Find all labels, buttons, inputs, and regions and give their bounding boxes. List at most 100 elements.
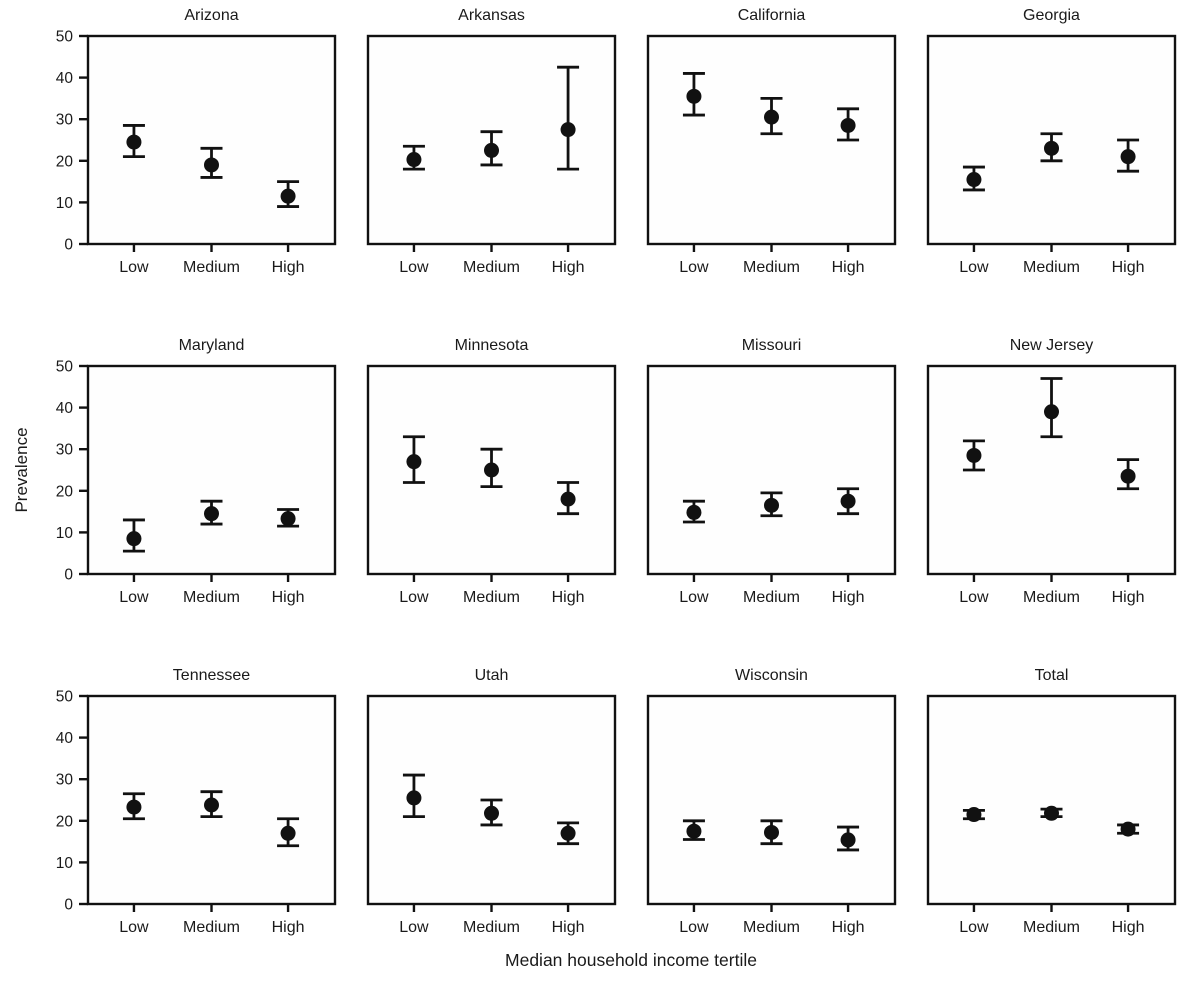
x-tick-label: Medium	[743, 919, 800, 936]
x-tick-label: Low	[679, 589, 709, 606]
y-tick-label: 40	[56, 730, 74, 747]
data-point	[560, 122, 576, 138]
data-point	[966, 447, 982, 463]
panel-chart-minnesota: Minnesota Low Medium High	[366, 337, 617, 606]
x-tick-label: Low	[399, 259, 429, 276]
x-tick-label: High	[272, 919, 305, 936]
x-tick-label: High	[832, 589, 865, 606]
panel-chart-maryland: Maryland 0 10 20 30 40 50 Low Medium High	[56, 337, 337, 606]
x-tick-label: Low	[679, 919, 709, 936]
x-tick-label: Low	[959, 259, 989, 276]
panel-chart-california: California Low Medium High	[646, 7, 897, 276]
data-point	[204, 506, 219, 522]
panel-chart-wisconsin: Wisconsin Low Medium High	[646, 667, 897, 936]
y-tick-label: 20	[56, 153, 74, 170]
data-point	[1044, 140, 1059, 156]
panel-utah: Utah Low Medium High	[345, 660, 625, 985]
data-point	[1120, 149, 1136, 165]
data-point	[840, 493, 856, 509]
x-tick-label: Low	[679, 259, 709, 276]
data-point	[966, 172, 982, 188]
x-tick-label: Low	[399, 589, 429, 606]
plot-box	[646, 364, 897, 576]
panel-chart-arkansas: Arkansas Low Medium High	[366, 7, 617, 276]
data-point	[686, 823, 702, 839]
x-tick-label: Medium	[463, 259, 520, 276]
panel-arkansas: Arkansas Low Medium High	[345, 0, 625, 330]
plot-box	[86, 34, 337, 246]
y-tick-label: 30	[56, 112, 74, 129]
x-tick-label: High	[552, 259, 585, 276]
x-tick-label: High	[832, 919, 865, 936]
panel-chart-total: Total Low Medium High	[926, 667, 1177, 936]
panel-arizona: Arizona 0 10 20 30 40 50 Low Medium High	[0, 0, 345, 330]
x-tick-label: Medium	[743, 589, 800, 606]
panel-title: California	[738, 7, 806, 24]
x-tick-label: Low	[959, 589, 989, 606]
data-point	[560, 491, 576, 507]
x-tick-label: High	[832, 259, 865, 276]
data-point	[686, 88, 702, 104]
x-tick-label: Low	[119, 259, 149, 276]
data-point	[1044, 404, 1059, 420]
panel-title: Maryland	[179, 337, 245, 354]
data-point	[764, 824, 779, 840]
x-tick-label: Medium	[183, 919, 240, 936]
y-tick-label: 50	[56, 359, 74, 376]
panel-total: Total Low Medium High	[905, 660, 1185, 985]
x-tick-label: High	[1112, 589, 1145, 606]
panel-title: Arizona	[184, 7, 238, 24]
panel-minnesota: Minnesota Low Medium High	[345, 330, 625, 660]
panel-title: Total	[1035, 667, 1069, 684]
panel-maryland: Maryland 0 10 20 30 40 50 Low Medium High	[0, 330, 345, 660]
x-tick-label: Low	[959, 919, 989, 936]
data-point	[840, 832, 856, 848]
panel-chart-tennessee: Tennessee 0 10 20 30 40 50 Low Medium High	[56, 667, 337, 936]
plot-box	[646, 694, 897, 906]
data-point	[204, 157, 219, 173]
x-tick-label: Low	[119, 919, 149, 936]
x-tick-label: High	[272, 259, 305, 276]
x-tick-label: Medium	[1023, 589, 1080, 606]
panel-title: Minnesota	[455, 337, 529, 354]
x-tick-label: Low	[119, 589, 149, 606]
y-tick-label: 10	[56, 855, 74, 872]
x-tick-label: Medium	[463, 589, 520, 606]
data-point	[406, 454, 422, 470]
panel-chart-arizona: Arizona 0 10 20 30 40 50 Low Medium High	[56, 7, 337, 276]
data-point	[686, 504, 702, 520]
panel-chart-missouri: Missouri Low Medium High	[646, 337, 897, 606]
plot-box	[926, 694, 1177, 906]
panel-tennessee: Tennessee 0 10 20 30 40 50 Low Medium High	[0, 660, 345, 985]
data-point	[1120, 821, 1136, 837]
panel-chart-utah: Utah Low Medium High	[366, 667, 617, 936]
x-tick-label: Medium	[183, 589, 240, 606]
data-point	[840, 117, 856, 133]
data-point	[764, 109, 779, 125]
data-point	[1120, 468, 1136, 484]
panel-new-jersey: New Jersey Low Medium High	[905, 330, 1185, 660]
panel-title: Georgia	[1023, 7, 1080, 24]
y-tick-label: 0	[64, 897, 73, 914]
data-point	[406, 152, 422, 168]
panel-missouri: Missouri Low Medium High	[625, 330, 905, 660]
y-tick-label: 0	[64, 567, 73, 584]
x-tick-label: High	[552, 919, 585, 936]
panel-title: Missouri	[742, 337, 802, 354]
y-tick-label: 50	[56, 689, 74, 706]
data-point	[764, 497, 779, 513]
panel-wisconsin: Wisconsin Low Medium High	[625, 660, 905, 985]
y-tick-label: 30	[56, 442, 74, 459]
x-tick-label: High	[1112, 919, 1145, 936]
x-tick-label: Low	[399, 919, 429, 936]
plot-box	[86, 364, 337, 576]
panel-chart-georgia: Georgia Low Medium High	[926, 7, 1177, 276]
x-axis-title: Median household income tertile	[505, 950, 757, 970]
y-tick-label: 10	[56, 195, 74, 212]
data-point	[484, 142, 499, 158]
y-tick-label: 20	[56, 483, 74, 500]
panel-title: Arkansas	[458, 7, 525, 24]
x-tick-label: High	[552, 589, 585, 606]
